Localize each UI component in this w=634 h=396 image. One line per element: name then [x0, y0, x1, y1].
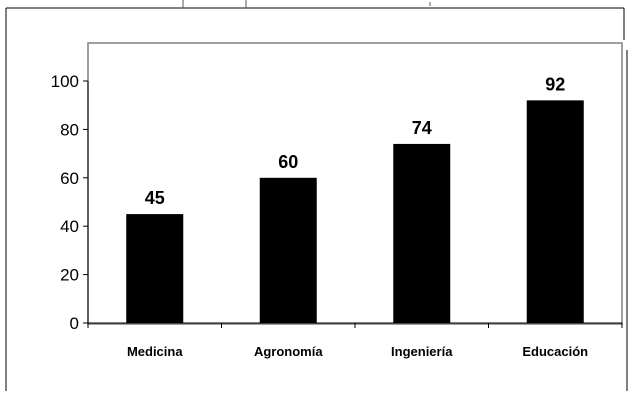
bar	[259, 177, 317, 323]
category-label: Medicina	[127, 344, 183, 359]
category-label: Ingeniería	[391, 344, 453, 359]
y-tick-label: 0	[70, 314, 79, 333]
y-tick-label: 20	[60, 266, 79, 285]
bar-value-label: 60	[278, 152, 298, 172]
y-tick-label: 40	[60, 217, 79, 236]
y-tick-label: 80	[60, 120, 79, 139]
bar	[393, 143, 451, 323]
x-axis-ticks	[87, 323, 623, 328]
category-label: Agronomía	[254, 344, 323, 359]
y-axis-ticks: 0 20 40 60 80 100	[51, 72, 88, 333]
bar-value-label: 92	[545, 74, 565, 94]
category-label: Educación	[522, 344, 588, 359]
bars-group	[126, 100, 584, 323]
bar	[126, 214, 184, 323]
y-tick-label: 60	[60, 169, 79, 188]
bar	[526, 100, 584, 323]
category-labels-group: Medicina Agronomía Ingeniería Educación	[127, 344, 588, 359]
y-tick-label: 100	[51, 72, 79, 91]
data-labels-group: 45 60 74 92	[145, 74, 566, 208]
bar-value-label: 74	[412, 118, 432, 138]
bar-value-label: 45	[145, 188, 165, 208]
